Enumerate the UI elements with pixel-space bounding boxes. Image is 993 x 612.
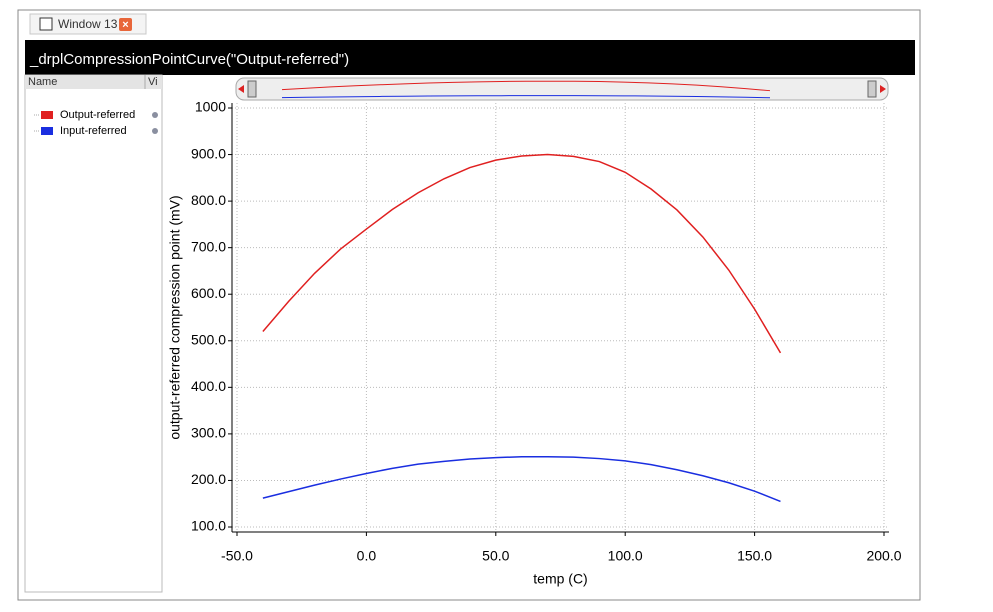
signal-panel [24, 74, 163, 593]
y-tick-label: 200.0 [191, 471, 226, 487]
tab-icon [39, 17, 53, 31]
column-header: Vi [148, 76, 158, 88]
y-tick-label: 1000 [195, 99, 226, 115]
y-tick-label: 500.0 [191, 331, 226, 347]
legend-swatch [41, 127, 53, 135]
column-header: Name [28, 76, 57, 88]
tab-title: Window 13 [58, 17, 118, 31]
y-tick-label: 300.0 [191, 425, 226, 441]
close-icon: × [122, 19, 128, 31]
x-axis-label: temp (C) [533, 571, 587, 587]
y-tick-label: 900.0 [191, 145, 226, 161]
tab-close[interactable] [119, 18, 132, 31]
legend-label[interactable]: Output-referred [60, 109, 135, 121]
scroll-handle-left [247, 80, 257, 98]
title-bar [25, 40, 915, 75]
plot-area [232, 103, 889, 532]
legend-swatch [41, 111, 53, 119]
x-tick-label: 50.0 [482, 548, 509, 564]
x-tick-label: 0.0 [357, 548, 377, 564]
y-tick-label: 600.0 [191, 285, 226, 301]
visibility-icon [152, 112, 158, 118]
x-tick-label: 150.0 [737, 548, 772, 564]
y-tick-label: 100.0 [191, 518, 226, 534]
scroll-arrow-left [238, 85, 244, 93]
y-axis-label: output-referred compression point (mV) [167, 195, 183, 439]
overview-line [281, 95, 771, 99]
overview-line [281, 80, 771, 92]
chart-title: _drplCompressionPointCurve("Output-refer… [29, 51, 349, 68]
scroll-handle-right [867, 80, 877, 98]
panel-header [25, 75, 162, 89]
y-tick-label: 700.0 [191, 238, 226, 254]
series-line [262, 455, 781, 503]
tab[interactable] [29, 13, 147, 35]
visibility-icon [152, 128, 158, 134]
scroll-arrow-right [880, 85, 886, 93]
y-tick-label: 800.0 [191, 192, 226, 208]
x-tick-label: 100.0 [608, 548, 643, 564]
legend-label[interactable]: Input-referred [60, 125, 127, 137]
x-tick-label: -50.0 [221, 548, 253, 564]
y-tick-label: 400.0 [191, 378, 226, 394]
overview-strip[interactable] [235, 77, 889, 101]
series-line [262, 153, 782, 354]
x-tick-label: 200.0 [866, 548, 901, 564]
